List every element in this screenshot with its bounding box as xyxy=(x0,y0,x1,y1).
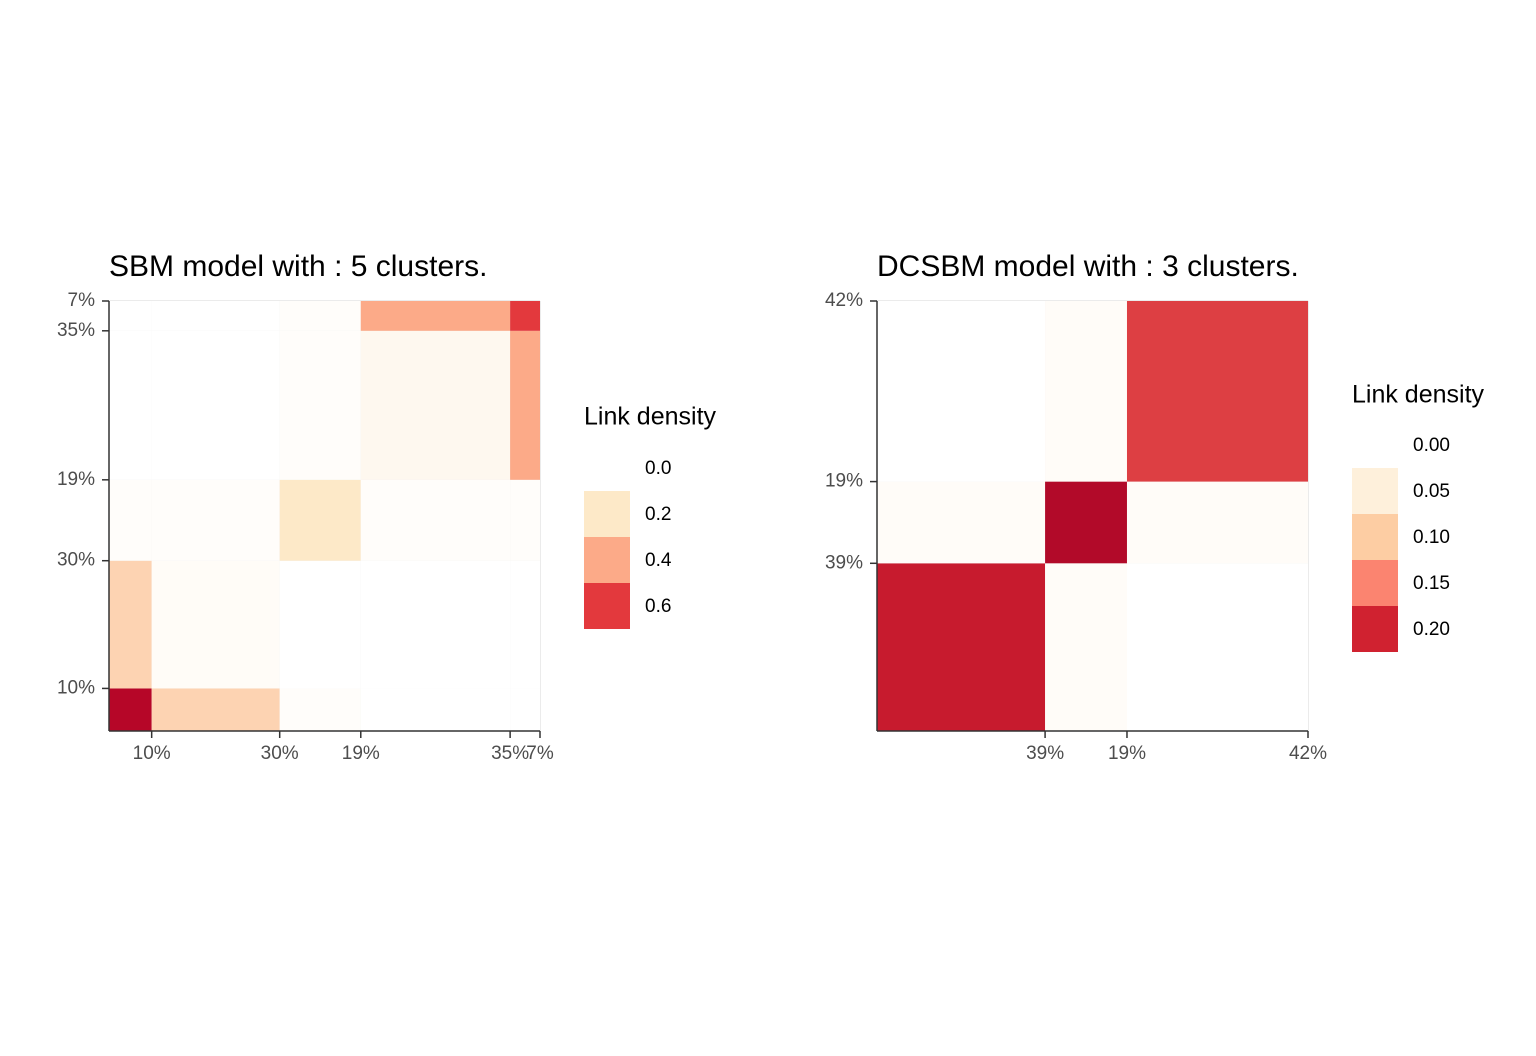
heatmap-cell xyxy=(151,330,280,480)
legend-label: 0.10 xyxy=(1413,527,1450,548)
heatmap-cell xyxy=(510,301,540,331)
heatmap-cell xyxy=(360,479,511,561)
legend-label: 0.20 xyxy=(1413,619,1450,640)
heatmap-cell xyxy=(360,330,511,480)
x-tick-label: 42% xyxy=(1289,743,1327,764)
y-tick-label: 42% xyxy=(825,290,863,311)
heatmap-cell xyxy=(109,330,152,480)
legend-swatch xyxy=(1352,606,1398,652)
legend-swatch xyxy=(1352,514,1398,560)
heatmap-cell xyxy=(109,688,152,731)
y-tick-label: 19% xyxy=(57,469,95,490)
heatmap-cell xyxy=(360,560,511,689)
x-tick-label: 30% xyxy=(261,743,299,764)
heatmap-cell xyxy=(151,301,280,331)
y-tick-label: 30% xyxy=(57,550,95,571)
heatmap-cell xyxy=(877,301,1046,482)
y-tick-label: 35% xyxy=(57,320,95,341)
heatmap-cell xyxy=(360,688,511,731)
heatmap-cell xyxy=(360,301,511,331)
x-tick-label: 7% xyxy=(526,743,554,764)
x-tick-label: 10% xyxy=(133,743,171,764)
x-tick-label: 39% xyxy=(1026,743,1064,764)
heatmap-cell xyxy=(1126,301,1308,482)
legend-swatch xyxy=(584,445,630,491)
heatmap-cell xyxy=(1126,481,1308,564)
legend-title: Link density xyxy=(584,403,717,431)
heatmap-cell xyxy=(877,563,1046,731)
legend-label: 0.00 xyxy=(1413,435,1450,456)
y-tick-label: 10% xyxy=(57,677,95,698)
heatmap-cell xyxy=(279,688,361,731)
legend-label: 0.0 xyxy=(645,458,671,479)
heatmap-cell xyxy=(151,688,280,731)
heatmap-cell xyxy=(279,330,361,480)
heatmap-cell xyxy=(109,479,152,561)
legend-label: 0.15 xyxy=(1413,573,1450,594)
heatmap-cell xyxy=(877,481,1046,564)
legend-label: 0.2 xyxy=(645,504,671,525)
heatmap-cell xyxy=(109,560,152,689)
heatmap-cell xyxy=(151,479,280,561)
heatmap-cell xyxy=(1045,481,1127,564)
chart-title: SBM model with : 5 clusters. xyxy=(109,250,487,283)
heatmap-cell xyxy=(279,479,361,561)
legend-swatch xyxy=(584,583,630,629)
heatmap-cell xyxy=(510,479,540,561)
legend-swatch xyxy=(1352,468,1398,514)
legend-title: Link density xyxy=(1352,381,1485,409)
legend-label: 0.6 xyxy=(645,596,671,617)
y-tick-label: 19% xyxy=(825,471,863,492)
x-tick-label: 19% xyxy=(1108,743,1146,764)
heatmap-cell xyxy=(279,560,361,689)
heatmap-cell xyxy=(1045,563,1127,731)
x-tick-label: 19% xyxy=(342,743,380,764)
legend-label: 0.05 xyxy=(1413,481,1450,502)
chart-title: DCSBM model with : 3 clusters. xyxy=(877,250,1299,283)
heatmap-cell xyxy=(151,560,280,689)
heatmap-cell xyxy=(510,688,540,731)
legend-swatch xyxy=(1352,422,1398,468)
x-tick-label: 35% xyxy=(491,743,529,764)
legend-label: 0.4 xyxy=(645,550,672,571)
heatmap-cell xyxy=(1045,301,1127,482)
heatmap-cell xyxy=(109,301,152,331)
legend-swatch xyxy=(584,537,630,583)
heatmap-cell xyxy=(1126,563,1308,731)
legend-swatch xyxy=(584,491,630,537)
y-tick-label: 39% xyxy=(825,552,863,573)
y-tick-label: 7% xyxy=(68,290,96,311)
legend-swatch xyxy=(1352,560,1398,606)
heatmap-cell xyxy=(510,330,540,480)
heatmap-cell xyxy=(279,301,361,331)
heatmap-cell xyxy=(510,560,540,689)
